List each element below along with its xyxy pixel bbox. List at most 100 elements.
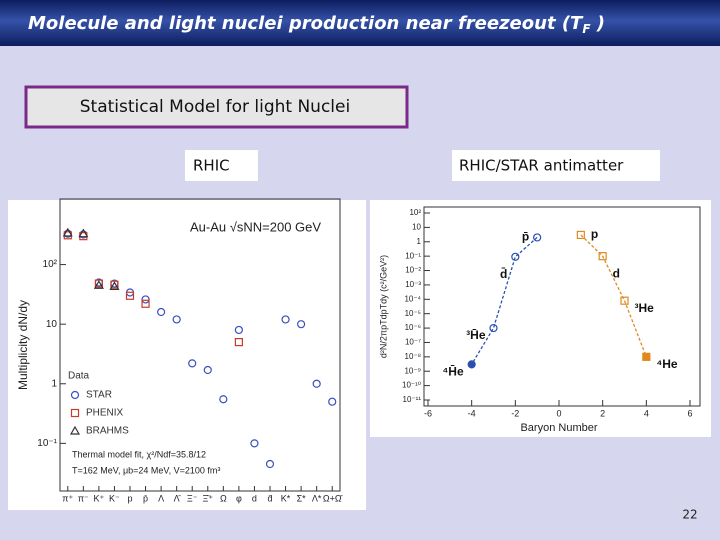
legend-title: Data: [68, 371, 90, 382]
data-point: [62, 227, 73, 237]
data-point: [188, 359, 197, 368]
x-tick-label: -4: [468, 408, 476, 418]
fit-line: [580, 234, 647, 358]
x-tick-label: K*: [281, 493, 291, 503]
data-point: [125, 291, 135, 300]
chart-panel: [8, 200, 366, 510]
x-tick-label: 6: [687, 408, 692, 418]
data-point: [93, 280, 104, 289]
x-tick-label: 0: [556, 408, 561, 418]
x-tick-label: Σ*: [297, 493, 307, 503]
y-tick-label: 10⁻⁹: [404, 366, 421, 375]
y-tick-label: 10⁻¹¹: [403, 395, 422, 404]
point-label: d: [613, 266, 620, 280]
point-label: d̄: [500, 267, 507, 281]
data-point: [141, 299, 150, 308]
x-tick-label: Ω: [220, 493, 227, 503]
data-point: [172, 315, 181, 324]
page-number: 22: [682, 508, 697, 522]
x-tick-label: Ξ̄⁺: [202, 493, 213, 503]
x-tick-label: K⁺: [94, 493, 105, 503]
x-tick-label: p: [127, 493, 132, 503]
plot-frame: [59, 198, 341, 492]
data-point: [533, 233, 542, 242]
y-tick-label: 10⁻⁷: [405, 338, 421, 347]
data-point: [203, 365, 212, 375]
data-point: [69, 425, 81, 435]
data-point: [265, 459, 275, 469]
legend-label: BRAHMS: [86, 426, 129, 437]
annotation: T=162 MeV, μb=24 MeV, V=2100 fm³: [72, 465, 220, 475]
fit-line: [471, 236, 538, 365]
y-tick-label: 10⁻⁶: [405, 323, 421, 332]
data-point: [576, 230, 585, 240]
y-tick-label: 10⁻⁴: [404, 294, 421, 303]
plot-frame: [423, 206, 701, 407]
data-point: [489, 323, 498, 333]
data-point: [250, 439, 259, 448]
data-point: [110, 280, 119, 289]
data-point: [467, 360, 476, 369]
y-tick-label: 10⁻¹⁰: [402, 381, 421, 390]
x-tick-label: -2: [511, 408, 519, 418]
data-point: [328, 397, 337, 406]
x-tick-label: φ: [236, 493, 242, 503]
title-text: Molecule and light nuclei production nea…: [28, 13, 584, 34]
label-box: [452, 150, 660, 181]
x-tick-label: Λ*: [312, 493, 322, 503]
y-tick-label: 10²: [409, 208, 421, 217]
y-tick-label: 1: [51, 378, 57, 389]
data-point: [312, 379, 321, 388]
data-point: [281, 315, 290, 324]
x-tick-label: π⁻: [78, 493, 89, 503]
x-tick-label: Ω+Ω̄: [323, 493, 344, 503]
label: RHIC/STAR antimatter: [459, 157, 624, 175]
x-tick-label: K⁻: [109, 493, 120, 503]
data-point: [78, 228, 89, 238]
y-tick-label: 1: [417, 237, 422, 246]
y-axis-label: d²N/2πpTdpTdy (c²/GeV²): [378, 255, 388, 358]
y-tick-label: 10²: [43, 259, 58, 270]
legend-label: STAR: [86, 390, 112, 401]
x-tick-label: 2: [600, 408, 605, 418]
y-tick-label: 10: [46, 319, 58, 330]
slide-title: Molecule and light nuclei production nea…: [28, 13, 605, 36]
y-tick-label: 10⁻¹: [37, 438, 57, 449]
label: RHIC: [193, 157, 230, 175]
box: [24, 85, 409, 129]
data-point: [70, 408, 80, 418]
data-point: [234, 338, 243, 347]
y-tick-label: 10⁻²: [405, 266, 421, 275]
data-point: [598, 252, 607, 261]
x-tick-label: Λ: [158, 493, 164, 503]
x-tick-label: -6: [424, 408, 432, 418]
y-tick-label: 10⁻⁸: [405, 352, 422, 361]
point-label: p̄: [522, 230, 529, 244]
data-point: [157, 307, 166, 317]
point-label: ³H̄e: [466, 328, 486, 342]
data-point: [70, 390, 80, 400]
x-tick-label: Λ̄: [174, 493, 182, 503]
annotation: Thermal model fit, χ²/Ndf=35.8/12: [72, 449, 206, 459]
x-tick-label: p̄: [143, 493, 148, 503]
data-point: [141, 295, 150, 304]
point-label: ⁴H̄e: [442, 365, 464, 379]
label-box: [185, 150, 258, 181]
box-title: Statistical Model for light Nuclei: [80, 97, 350, 117]
x-tick-label: π⁺: [62, 493, 73, 503]
y-axis-label: Multiplicity dN/dy: [16, 300, 30, 390]
legend-label: PHENIX: [86, 408, 124, 419]
data-point: [620, 296, 629, 305]
y-tick-label: 10⁻¹: [405, 251, 421, 260]
title-text-end: ): [591, 13, 606, 34]
y-tick-label: 10⁻³: [405, 280, 421, 289]
point-label: p: [591, 227, 598, 241]
y-tick-label: 10⁻⁵: [405, 309, 421, 318]
data-point: [109, 281, 120, 291]
annotation: Au-Au √sNN=200 GeV: [190, 219, 321, 234]
point-label: ³He: [635, 301, 655, 315]
data-point: [234, 325, 243, 335]
data-point: [219, 395, 228, 404]
